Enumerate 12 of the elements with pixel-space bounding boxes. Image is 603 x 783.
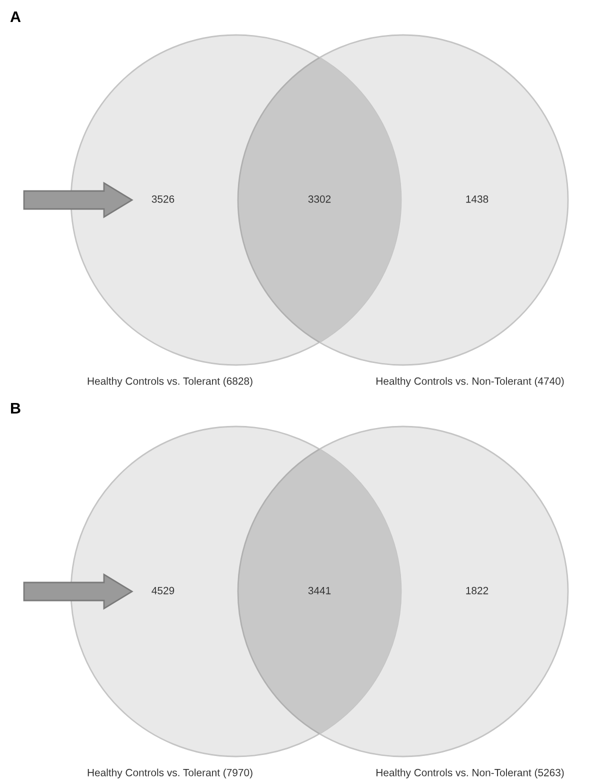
category-label: Healthy Controls vs. Tolerant (6828)	[88, 377, 252, 387]
data-label: 1822	[466, 586, 488, 594]
data-label: 3526	[152, 195, 174, 203]
category-label: Healthy Controls vs. Non-Tolerant (5263)	[376, 768, 564, 778]
data-label: 4529	[152, 586, 174, 594]
text: B	[11, 402, 20, 414]
data-label: 1438	[466, 195, 488, 203]
data-label: 3302	[308, 195, 331, 203]
text: A	[10, 11, 21, 22]
data-label: 3441	[308, 586, 331, 594]
category-label: Healthy Controls vs. Tolerant (7970)	[88, 768, 252, 778]
category-label: Healthy Controls vs. Non-Tolerant (4740)	[376, 377, 564, 387]
